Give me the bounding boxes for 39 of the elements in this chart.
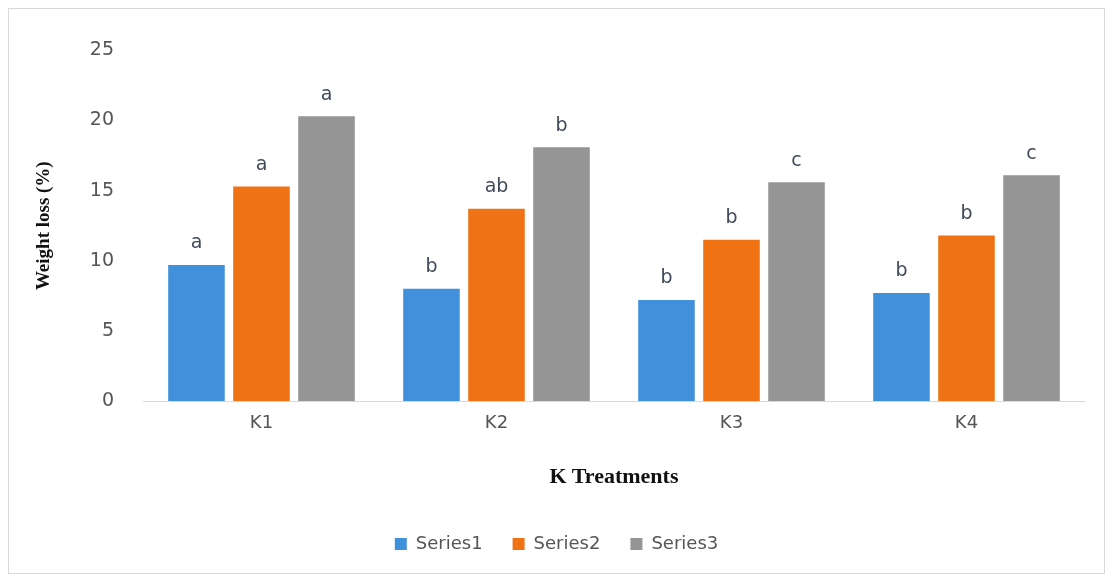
data-label: a [320,81,333,104]
data-label: c [791,147,802,170]
bar [938,235,995,401]
y-tick-label: 15 [89,177,114,200]
data-label: a [190,230,203,253]
x-tick-label: K4 [954,411,979,433]
bar [703,239,760,401]
legend-label: Series3 [651,531,719,553]
y-axis-title: Weight loss (%) [32,161,55,291]
data-label: ab [484,174,509,197]
data-label: b [425,254,438,277]
bar [1003,175,1060,401]
y-tick-label: 0 [101,387,114,410]
data-label: b [895,258,908,281]
data-label: b [725,205,738,228]
data-label: b [660,265,673,288]
legend-label: Series1 [415,531,483,553]
y-tick-label: 20 [89,107,114,130]
y-tick-label: 5 [101,317,114,340]
bar [873,293,930,401]
bar [638,300,695,401]
data-label: b [960,200,973,223]
bar [233,186,290,401]
bar [468,208,525,401]
legend-label: Series2 [533,531,601,553]
bar [298,116,355,401]
x-axis-title: K Treatments [549,463,679,489]
data-label: b [555,112,568,135]
x-tick-label: K2 [484,411,509,433]
x-tick-label: K1 [249,411,274,433]
bar [533,147,590,401]
data-label: a [255,151,268,174]
bar [168,264,225,401]
bar [403,288,460,401]
x-tick-label: K3 [719,411,744,433]
y-tick-label: 10 [89,247,114,270]
data-label: c [1026,140,1037,163]
bar [768,182,825,401]
y-tick-label: 25 [89,37,114,60]
